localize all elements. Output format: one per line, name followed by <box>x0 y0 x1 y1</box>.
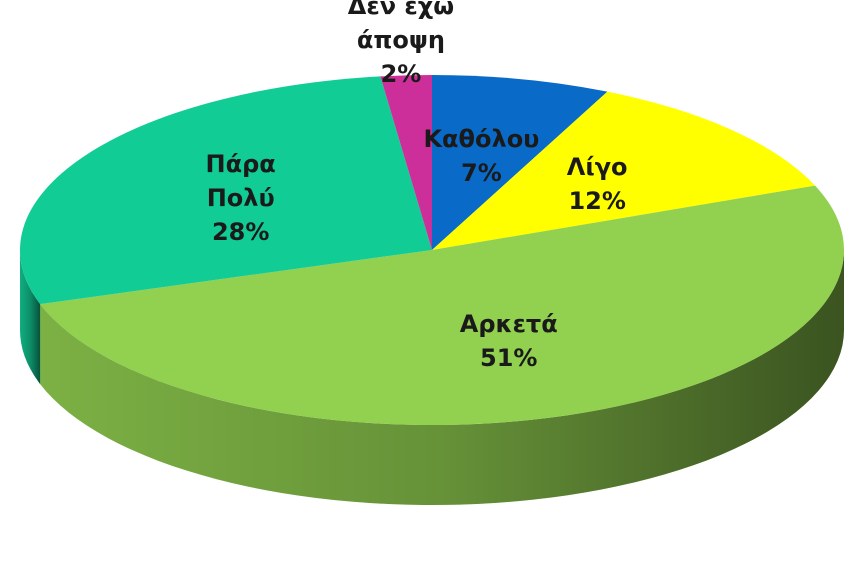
slice-label: Καθόλου 7% <box>416 122 546 190</box>
slice-label: Πάρα Πολύ 28% <box>176 147 306 249</box>
slice-label: Αρκετά 51% <box>444 307 574 375</box>
slice-label: Λίγο 12% <box>532 150 662 218</box>
slice <box>40 185 845 426</box>
slice-side-shade <box>20 250 41 385</box>
slice-label: Δεν έχω άποψη 2% <box>336 0 466 91</box>
category-label: Καθόλου <box>423 125 540 154</box>
slice <box>19 76 432 305</box>
slice <box>380 75 432 250</box>
slice <box>432 75 608 250</box>
value-label: 51% <box>480 343 538 372</box>
value-label: 7% <box>461 159 502 188</box>
value-label: 28% <box>211 218 270 247</box>
category-label: Αρκετά <box>459 309 558 338</box>
value-label: 12% <box>568 187 626 216</box>
category-label: Λίγο <box>566 153 628 182</box>
value-label: 2% <box>380 60 422 89</box>
category-label: Δεν έχω άποψη <box>347 0 455 55</box>
slice <box>432 91 816 250</box>
category-label: Πάρα Πολύ <box>205 150 276 213</box>
slice-side-shade <box>40 250 844 505</box>
